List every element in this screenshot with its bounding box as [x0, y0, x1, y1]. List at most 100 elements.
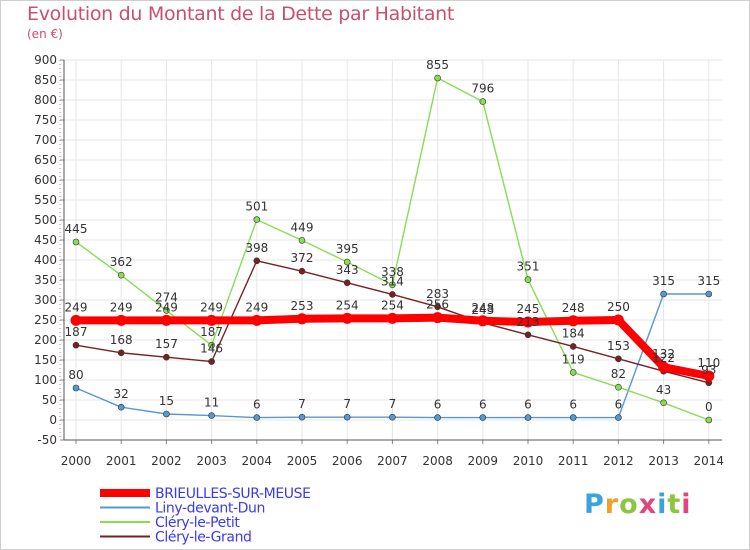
legend-label: Cléry-le-Grand — [155, 530, 252, 546]
data-label: 6 — [479, 398, 487, 412]
data-label: 254 — [381, 298, 404, 312]
data-point — [298, 413, 306, 421]
data-point — [253, 257, 261, 265]
data-point — [72, 384, 80, 392]
x-tick-label: 2002 — [151, 454, 182, 468]
proxiti-logo: Proxiti — [584, 489, 692, 520]
data-point — [343, 279, 351, 287]
data-label: 445 — [65, 222, 88, 236]
data-point — [432, 312, 444, 324]
data-point — [208, 412, 215, 419]
data-label: 274 — [155, 290, 178, 304]
y-tick-label: -50 — [37, 433, 57, 447]
x-tick-label: 2009 — [468, 454, 499, 468]
data-point — [117, 271, 125, 279]
y-tick-label: 900 — [34, 53, 57, 67]
x-tick-label: 2011 — [558, 454, 589, 468]
legend-label: BRIEULLES-SUR-MEUSE — [155, 486, 311, 502]
data-label: 315 — [697, 274, 720, 288]
data-label: 122 — [652, 351, 675, 365]
data-label: 146 — [200, 342, 223, 356]
data-point — [296, 313, 308, 325]
data-point — [253, 414, 261, 421]
data-label: 110 — [697, 356, 720, 370]
y-tick-label: 550 — [34, 193, 57, 207]
data-label: 249 — [110, 300, 133, 314]
data-point — [658, 361, 670, 373]
data-point — [72, 341, 80, 349]
x-tick-label: 2013 — [648, 454, 679, 468]
data-label: 283 — [426, 287, 449, 301]
data-label: 314 — [381, 274, 404, 288]
data-label: 187 — [65, 325, 88, 339]
data-label: 248 — [471, 301, 494, 315]
data-point — [524, 276, 532, 283]
x-tick-label: 2007 — [377, 454, 408, 468]
data-point — [703, 370, 715, 382]
legend-label: Liny-devant-Dun — [155, 501, 265, 517]
data-point — [251, 314, 263, 326]
data-label: 254 — [336, 298, 359, 312]
y-tick-label: 100 — [34, 373, 57, 387]
data-label: 7 — [389, 397, 397, 411]
data-label: 249 — [245, 300, 268, 314]
x-tick-label: 2012 — [603, 454, 634, 468]
data-label: 249 — [200, 300, 223, 314]
data-point — [434, 74, 441, 82]
data-label: 315 — [652, 274, 675, 288]
data-point — [343, 413, 351, 421]
chart-unit-label: (en €) — [27, 27, 63, 41]
legend-label: Cléry-le-Petit — [155, 515, 240, 531]
data-point — [524, 331, 532, 339]
data-label: 7 — [343, 397, 351, 411]
data-label: 153 — [607, 339, 630, 353]
data-label: 119 — [562, 352, 585, 366]
data-point — [389, 281, 396, 289]
data-point — [434, 303, 441, 311]
data-point — [615, 383, 622, 391]
data-label: 32 — [114, 387, 129, 401]
x-tick-label: 2000 — [61, 454, 92, 468]
y-tick-label: 200 — [34, 333, 57, 347]
x-tick-label: 2004 — [242, 454, 273, 468]
data-point — [612, 314, 624, 326]
y-tick-label: 450 — [34, 233, 57, 247]
y-tick-label: 350 — [34, 273, 57, 287]
data-point — [522, 316, 534, 328]
y-tick-label: 0 — [49, 413, 57, 427]
data-label: 398 — [245, 241, 268, 255]
data-point — [615, 414, 622, 421]
data-point — [208, 341, 215, 349]
y-tick-label: 50 — [42, 393, 57, 407]
data-point — [72, 238, 80, 246]
y-tick-label: 600 — [34, 173, 57, 187]
y-tick-label: 150 — [34, 353, 57, 367]
data-label: 213 — [517, 315, 540, 329]
data-point — [206, 314, 218, 326]
x-tick-label: 2001 — [106, 454, 137, 468]
data-point — [253, 216, 261, 223]
data-label: 245 — [517, 302, 540, 316]
data-point — [615, 355, 622, 363]
data-point — [479, 98, 487, 105]
data-label: 250 — [607, 300, 630, 314]
data-point — [389, 291, 396, 298]
data-label: 184 — [562, 326, 585, 340]
data-label: 7 — [298, 397, 306, 411]
data-label: 249 — [155, 300, 178, 314]
data-label: 6 — [569, 398, 577, 412]
y-tick-label: 400 — [34, 253, 57, 267]
x-tick-label: 2003 — [196, 454, 227, 468]
y-tick-label: 650 — [34, 153, 57, 167]
data-point — [341, 312, 353, 324]
data-label: 11 — [204, 396, 219, 410]
data-point — [479, 414, 487, 421]
plot-area — [64, 60, 722, 440]
data-point — [298, 237, 306, 244]
x-tick-label: 2006 — [332, 454, 363, 468]
y-tick-label: 300 — [34, 293, 57, 307]
data-point — [298, 267, 306, 275]
data-label: 253 — [291, 299, 314, 313]
data-label: 249 — [65, 300, 88, 314]
data-label: 93 — [701, 363, 716, 377]
